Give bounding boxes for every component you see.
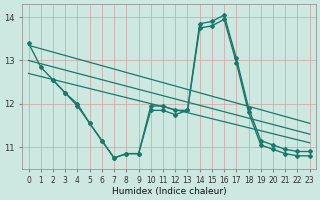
X-axis label: Humidex (Indice chaleur): Humidex (Indice chaleur) <box>112 187 227 196</box>
